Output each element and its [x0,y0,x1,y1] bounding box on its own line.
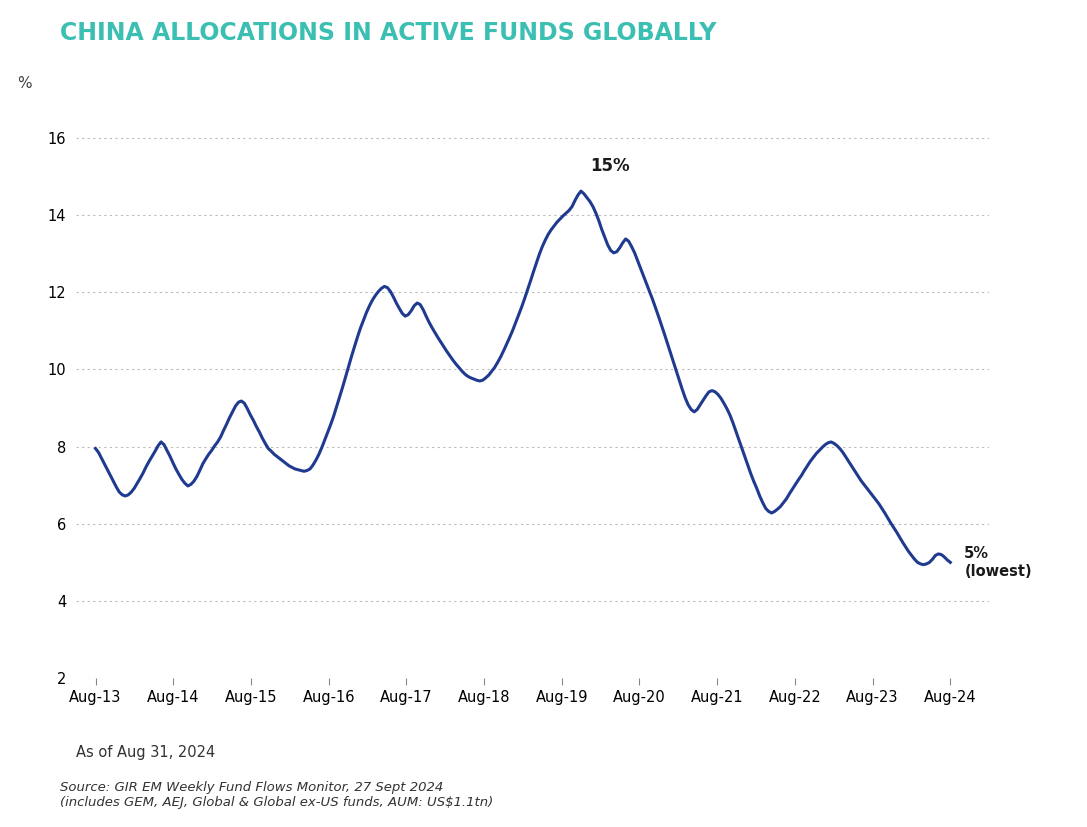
Text: Source: GIR EM Weekly Fund Flows Monitor, 27 Sept 2024
(includes GEM, AEJ, Globa: Source: GIR EM Weekly Fund Flows Monitor… [60,781,493,809]
Text: %: % [16,75,32,91]
Text: 15%: 15% [590,157,630,174]
Text: As of Aug 31, 2024: As of Aug 31, 2024 [76,744,215,760]
Text: 5%
(lowest): 5% (lowest) [964,546,1032,579]
Text: CHINA ALLOCATIONS IN ACTIVE FUNDS GLOBALLY: CHINA ALLOCATIONS IN ACTIVE FUNDS GLOBAL… [60,21,716,45]
